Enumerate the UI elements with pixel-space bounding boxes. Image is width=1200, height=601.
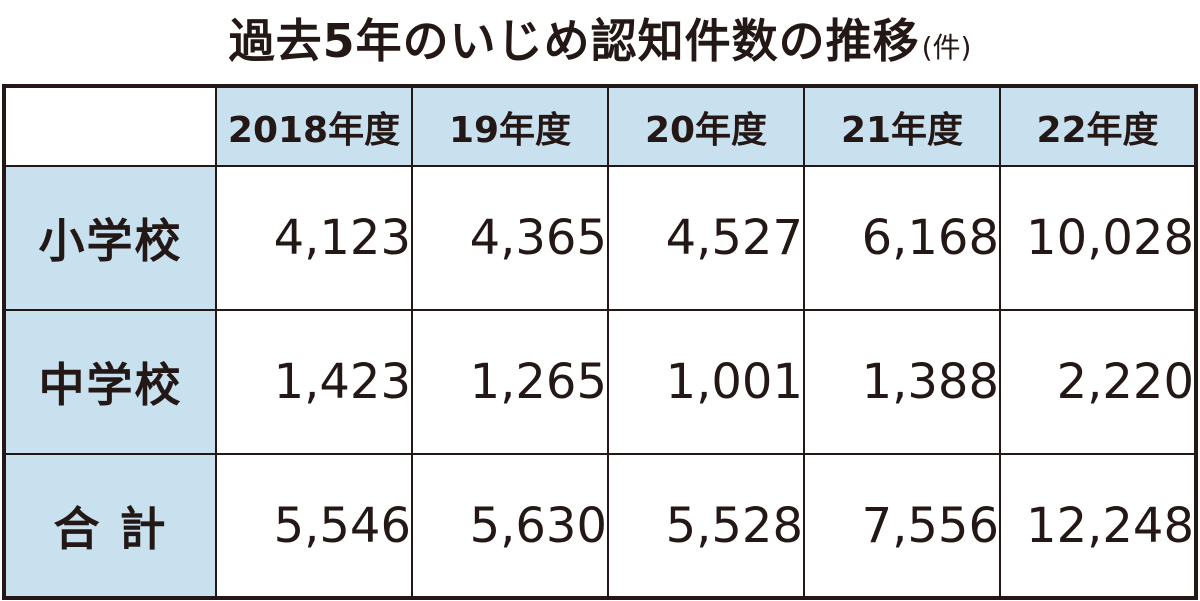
corner-cell [3, 85, 217, 167]
table-cell: 10,028 [999, 165, 1197, 311]
row-header-junior-high: 中学校 [3, 309, 217, 455]
row-header-total: 合 計 [3, 453, 217, 599]
table-cell: 4,527 [607, 165, 805, 311]
table-cell: 5,546 [215, 453, 413, 599]
table-cell: 7,556 [803, 453, 1001, 599]
table-row-junior-high: 中学校 1,423 1,265 1,001 1,388 2,220 [3, 309, 1197, 455]
data-table: 2018年度 19年度 20年度 21年度 22年度 小学校 4,123 4,3… [2, 84, 1198, 600]
row-header-elementary: 小学校 [3, 165, 217, 311]
table-cell: 5,630 [411, 453, 609, 599]
header-row: 2018年度 19年度 20年度 21年度 22年度 [3, 85, 1197, 167]
unit-label: (件) [921, 31, 972, 64]
table-cell: 2,220 [999, 309, 1197, 455]
table-row-total: 合 計 5,546 5,630 5,528 7,556 12,248 [3, 453, 1197, 599]
table-cell: 1,001 [607, 309, 805, 455]
table-cell: 4,123 [215, 165, 413, 311]
table-cell: 1,388 [803, 309, 1001, 455]
column-header-22: 22年度 [999, 85, 1197, 167]
chart-title-bar: 過去5年のいじめ認知件数の推移(件) [0, 0, 1200, 82]
column-header-20: 20年度 [607, 85, 805, 167]
table-cell: 12,248 [999, 453, 1197, 599]
table-cell: 1,423 [215, 309, 413, 455]
table-cell: 4,365 [411, 165, 609, 311]
column-header-19: 19年度 [411, 85, 609, 167]
table-row-elementary: 小学校 4,123 4,365 4,527 6,168 10,028 [3, 165, 1197, 311]
table-cell: 6,168 [803, 165, 1001, 311]
column-header-21: 21年度 [803, 85, 1001, 167]
chart-title: 過去5年のいじめ認知件数の推移 [228, 14, 920, 68]
table-cell: 5,528 [607, 453, 805, 599]
table-cell: 1,265 [411, 309, 609, 455]
column-header-2018: 2018年度 [215, 85, 413, 167]
